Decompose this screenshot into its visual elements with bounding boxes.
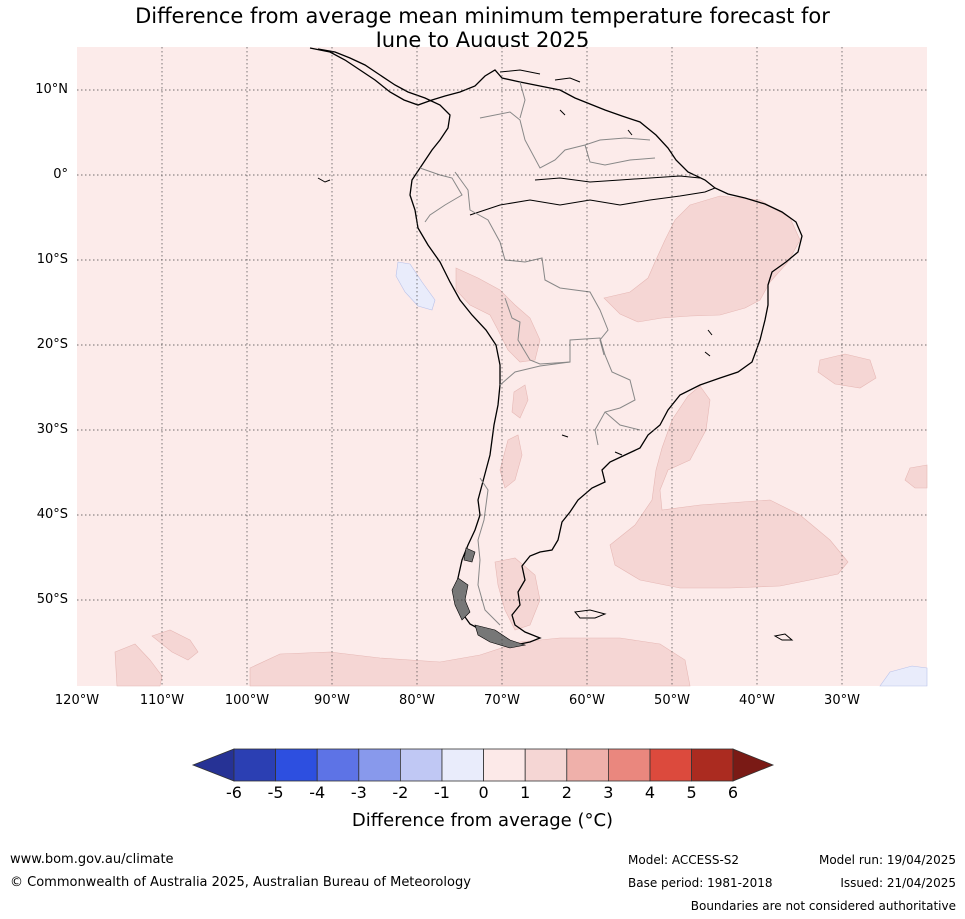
colorbar-bin (566, 748, 609, 782)
lon-label-100w: 100°W (224, 693, 270, 708)
warm-region-andes-south (499, 434, 523, 489)
colorbar-tick: 5 (686, 783, 697, 802)
colorbar-label: Difference from average (°C) (351, 810, 614, 831)
colorbar-bin (649, 748, 692, 782)
colorbar-tick: -4 (309, 783, 326, 802)
amazon-river (469, 187, 716, 216)
lat-label-40s: 40°S (36, 507, 68, 522)
base-period: Base period: 1981-2018 (628, 876, 773, 890)
map-title: Difference from average mean minimum tem… (0, 4, 965, 52)
colorbar-bin (691, 748, 734, 782)
colorbar-bin (316, 748, 360, 782)
warm-region-far-east (904, 464, 928, 489)
lat-label-50s: 50°S (36, 592, 68, 607)
colorbar-bin (441, 748, 484, 782)
colorbar-tick: -3 (350, 783, 367, 802)
lon-label-70w: 70°W (484, 693, 520, 708)
colorbar-tick: 4 (644, 783, 656, 802)
lon-label-90w: 90°W (314, 693, 350, 708)
model-run-date: Model run: 19/04/2025 (818, 853, 956, 867)
colorbar-tick: -5 (267, 783, 284, 802)
colorbar-bin (358, 748, 401, 782)
colorbar (191, 748, 775, 782)
boundary-disclaimer: Boundaries are not considered authoritat… (690, 899, 956, 913)
lat-label-0: 0° (53, 167, 68, 182)
warm-region-andes-mid (511, 384, 529, 419)
warm-region-patagonia (494, 557, 541, 631)
lat-label-30s: 30°S (36, 422, 68, 437)
colorbar-bin (524, 748, 568, 782)
colorbar-tick: -2 (392, 783, 409, 802)
gridlines (77, 47, 927, 686)
website-link[interactable]: www.bom.gov.au/climate (10, 852, 174, 867)
colorbar-bin (233, 748, 276, 782)
lon-label-60w: 60°W (569, 693, 605, 708)
lon-label-80w: 80°W (399, 693, 435, 708)
warm-region-southern-ocean (249, 637, 691, 687)
lat-label-10s: 10°S (36, 252, 68, 267)
colorbar-tick: 0 (478, 783, 489, 802)
lat-label-10n: 10°N (35, 82, 68, 97)
lon-label-120w: 120°W (54, 693, 100, 708)
colorbar-tick: 1 (520, 783, 531, 802)
cool-anomaly-regions (395, 261, 928, 687)
title-line-1: Difference from average mean minimum tem… (135, 4, 830, 28)
warm-region-brazil-northeast (603, 195, 801, 323)
warm-anomaly-regions (114, 195, 928, 687)
colorbar-tick: 2 (561, 783, 572, 802)
model-name: Model: ACCESS-S2 (628, 853, 740, 867)
colorbar-tick: -6 (226, 783, 242, 802)
colorbar-bin (483, 748, 526, 782)
colorbar-extend-high (732, 748, 775, 782)
lat-label-20s: 20°S (36, 337, 68, 352)
warm-region-south-atlantic (609, 385, 849, 589)
warm-region-south-pacific-2 (151, 629, 199, 661)
warm-region-atlantic-east (817, 353, 877, 389)
country-boundaries (419, 81, 656, 626)
copyright-text: © Commonwealth of Australia 2025, Austra… (10, 875, 471, 890)
orinoco-river (534, 175, 701, 183)
lon-label-50w: 50°W (654, 693, 690, 708)
lon-label-30w: 30°W (824, 693, 860, 708)
south-america-coastline (309, 47, 803, 646)
lon-label-110w: 110°W (139, 693, 185, 708)
colorbar-bin (399, 748, 443, 782)
warm-region-peru-bolivia (455, 267, 541, 363)
issued-date: Issued: 21/04/2025 (840, 876, 956, 890)
colorbar-tick: -1 (434, 783, 450, 802)
colorbar-tick: 6 (727, 783, 739, 802)
colorbar-tick: 3 (603, 783, 614, 802)
lon-label-40w: 40°W (739, 693, 775, 708)
cool-region-east-pacific (395, 261, 436, 311)
colorbar-bin (608, 748, 651, 782)
cool-region-far-south-east (879, 665, 928, 687)
caribbean-islands (317, 69, 794, 641)
colorbar-extend-low (191, 748, 235, 782)
chile-archipelago (451, 547, 527, 649)
colorbar-bin (275, 748, 318, 782)
